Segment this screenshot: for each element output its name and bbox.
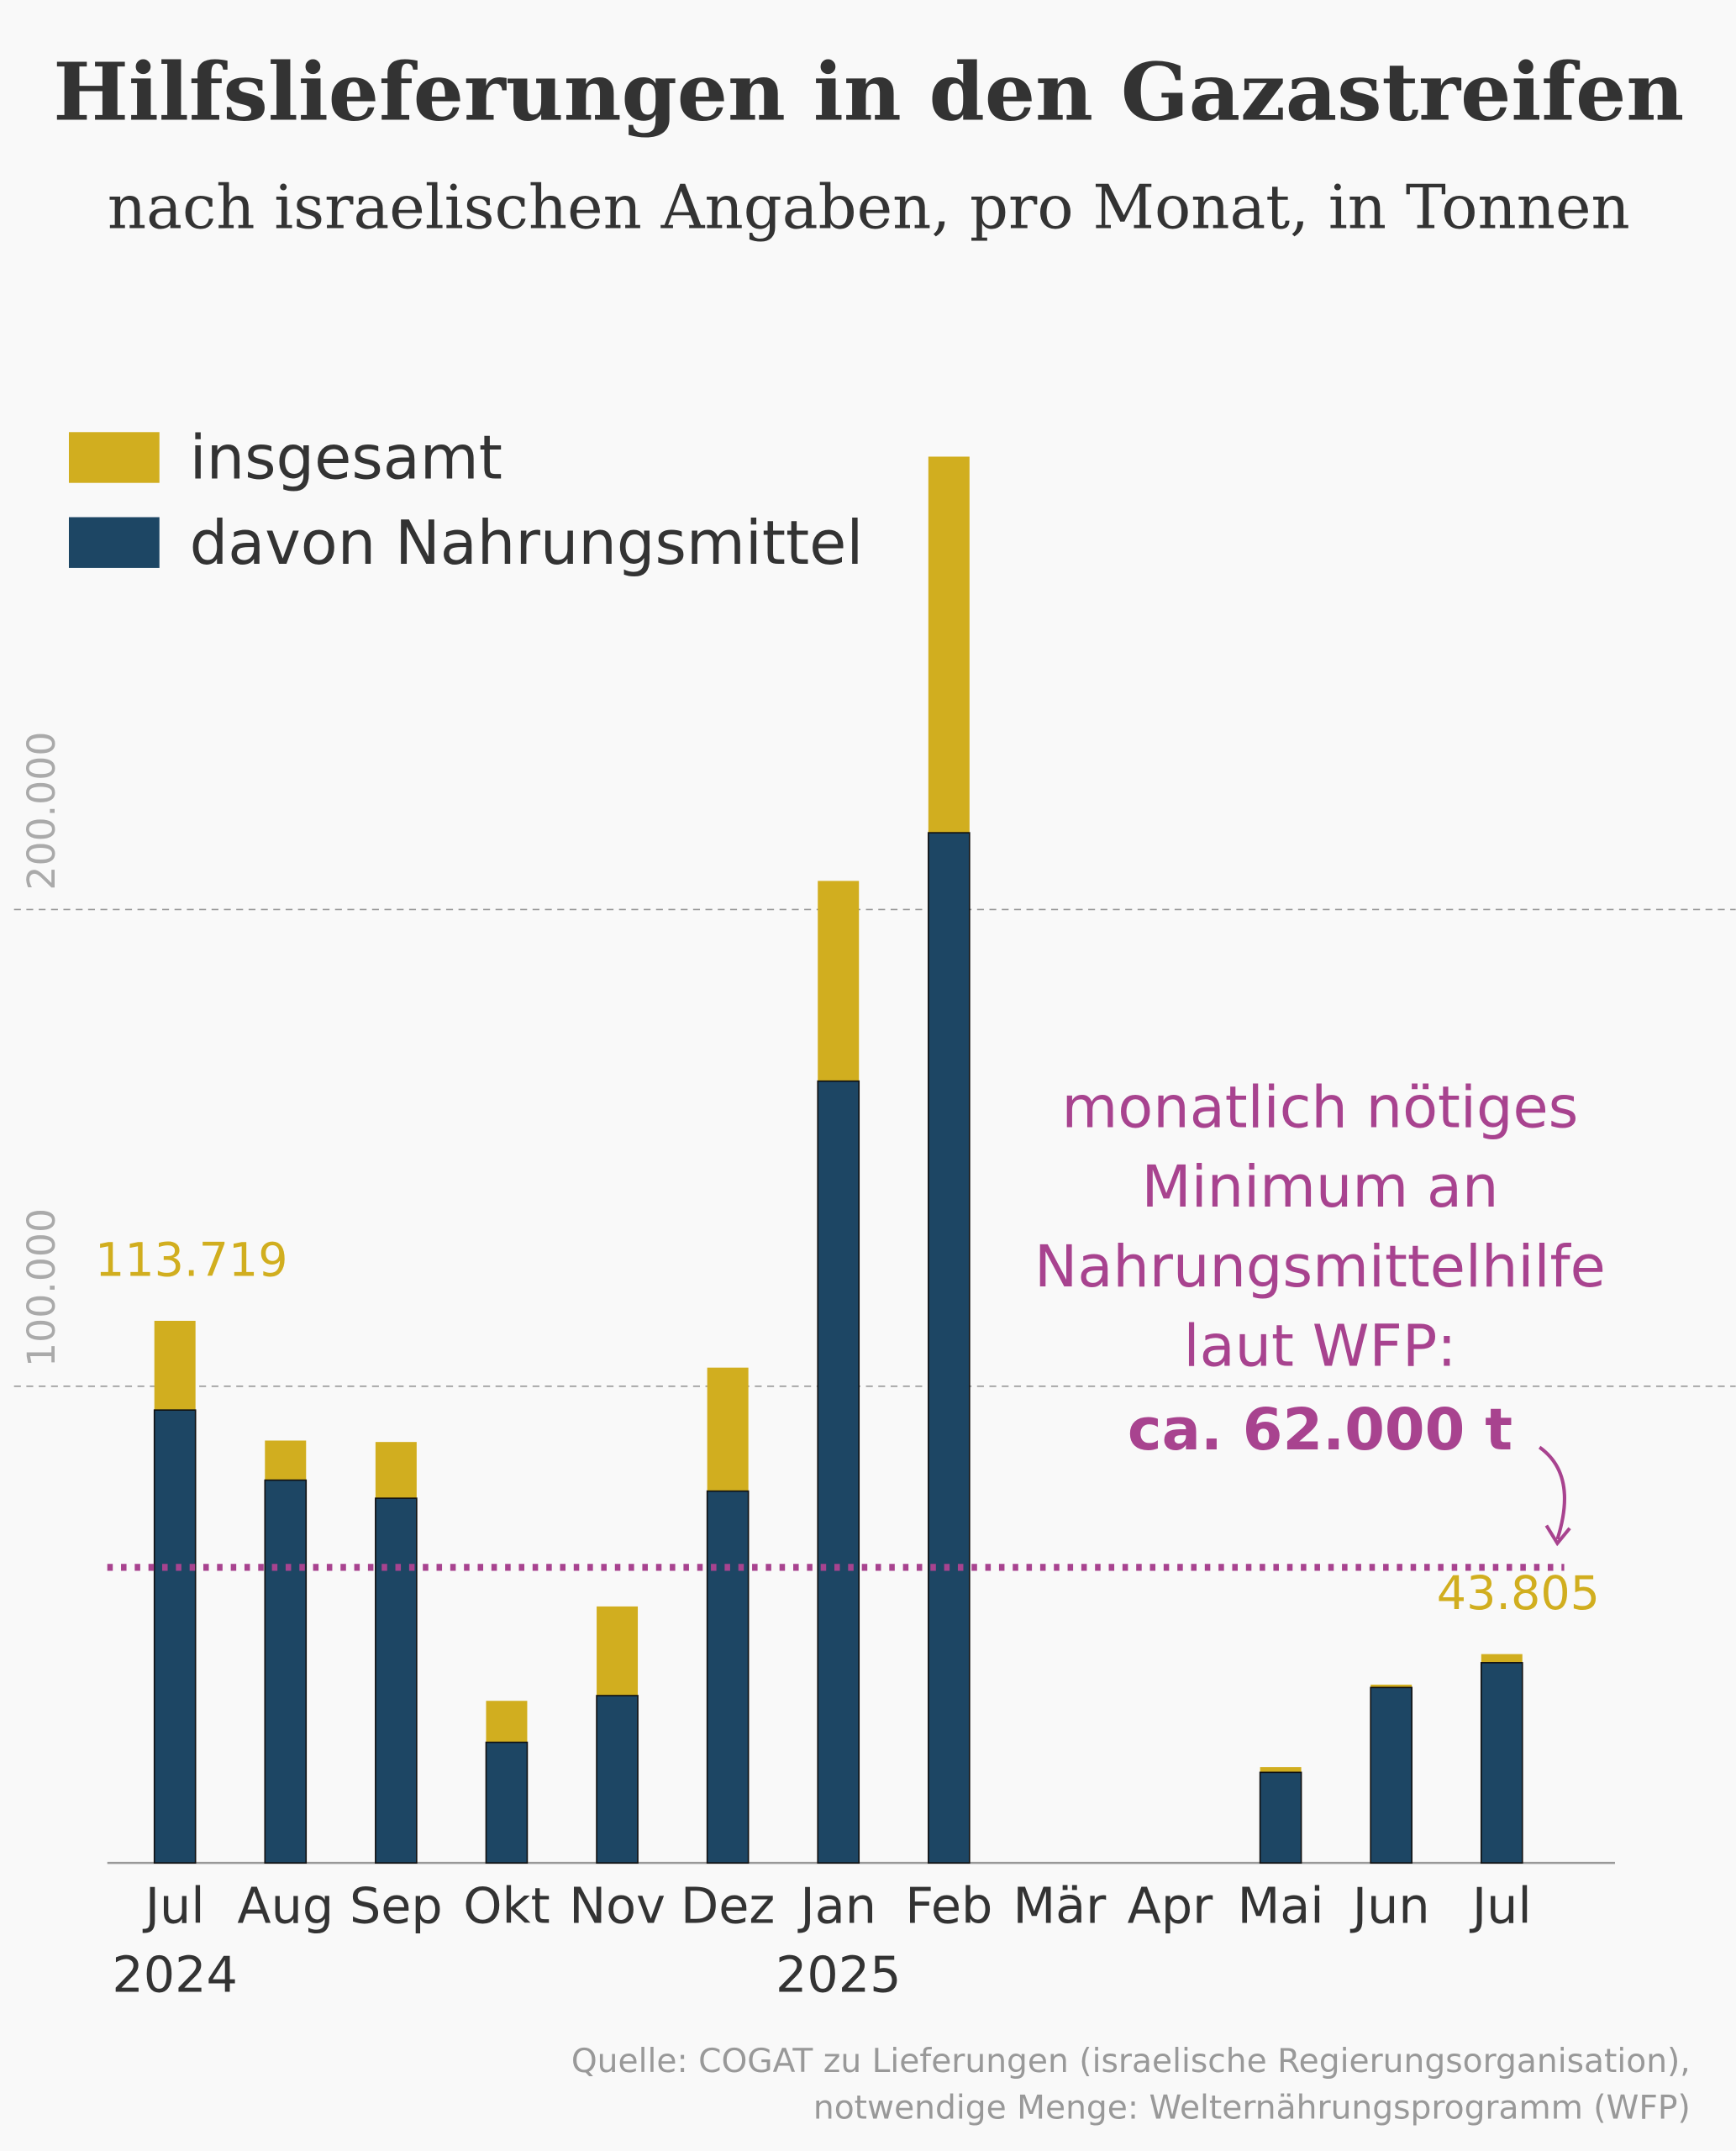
annotation-value: ca. 62.000 t bbox=[1128, 1396, 1512, 1464]
bar bbox=[817, 1080, 860, 1864]
legend-swatch bbox=[68, 517, 160, 568]
chart-subtitle: nach israelischen Angaben, pro Monat, in… bbox=[108, 172, 1630, 243]
annotation-arrow bbox=[1538, 1445, 1566, 1540]
bar bbox=[928, 832, 971, 1864]
bar bbox=[596, 1695, 639, 1864]
bar bbox=[1259, 1771, 1302, 1864]
x-tick-label: Dez bbox=[681, 1877, 775, 1935]
x-tick-label: Jun bbox=[1349, 1877, 1430, 1935]
x-tick-label: Jul bbox=[142, 1877, 205, 1935]
bar bbox=[375, 1497, 418, 1864]
x-tick-label: Apr bbox=[1128, 1877, 1214, 1935]
data-label: 113.719 bbox=[95, 1233, 288, 1288]
y-tick-label: 100.000 bbox=[19, 1208, 64, 1367]
arrow-head bbox=[1544, 1524, 1571, 1547]
legend-label: davon Nahrungsmittel bbox=[190, 508, 864, 578]
bar bbox=[153, 1409, 197, 1864]
bar bbox=[706, 1490, 750, 1864]
x-tick-label: Aug bbox=[237, 1877, 334, 1935]
x-tick-label: Jul bbox=[1469, 1877, 1532, 1935]
annotation: laut WFP: bbox=[1184, 1313, 1457, 1381]
y-tick-label: 200.000 bbox=[19, 732, 64, 891]
bar bbox=[485, 1741, 529, 1864]
year-label: 2024 bbox=[112, 1945, 238, 2003]
source: notwendige Menge: Welternährungsprogramm… bbox=[813, 2090, 1691, 2127]
legend-swatch bbox=[68, 432, 160, 483]
x-tick-label: Nov bbox=[569, 1877, 665, 1935]
annotation: Nahrungsmittelhilfe bbox=[1034, 1233, 1606, 1301]
data-label: 43.805 bbox=[1437, 1566, 1600, 1621]
x-tick-label: Mär bbox=[1013, 1877, 1107, 1935]
x-tick-label: Jan bbox=[797, 1877, 876, 1935]
bar bbox=[1370, 1686, 1413, 1864]
x-tick-label: Sep bbox=[350, 1877, 443, 1935]
bar bbox=[1480, 1662, 1523, 1864]
x-tick-label: Mai bbox=[1238, 1877, 1324, 1935]
bar bbox=[264, 1479, 308, 1864]
source: Quelle: COGAT zu Lieferungen (israelisch… bbox=[571, 2043, 1691, 2080]
year-label: 2025 bbox=[776, 1945, 902, 2003]
annotation: monatlich nötiges bbox=[1062, 1074, 1579, 1141]
legend-label: insgesamt bbox=[190, 423, 502, 493]
x-tick-label: Feb bbox=[905, 1877, 992, 1935]
chart-title: Hilfslieferungen in den Gazastreifen bbox=[53, 45, 1684, 139]
annotation: Minimum an bbox=[1141, 1154, 1498, 1221]
x-tick-label: Okt bbox=[463, 1877, 550, 1935]
